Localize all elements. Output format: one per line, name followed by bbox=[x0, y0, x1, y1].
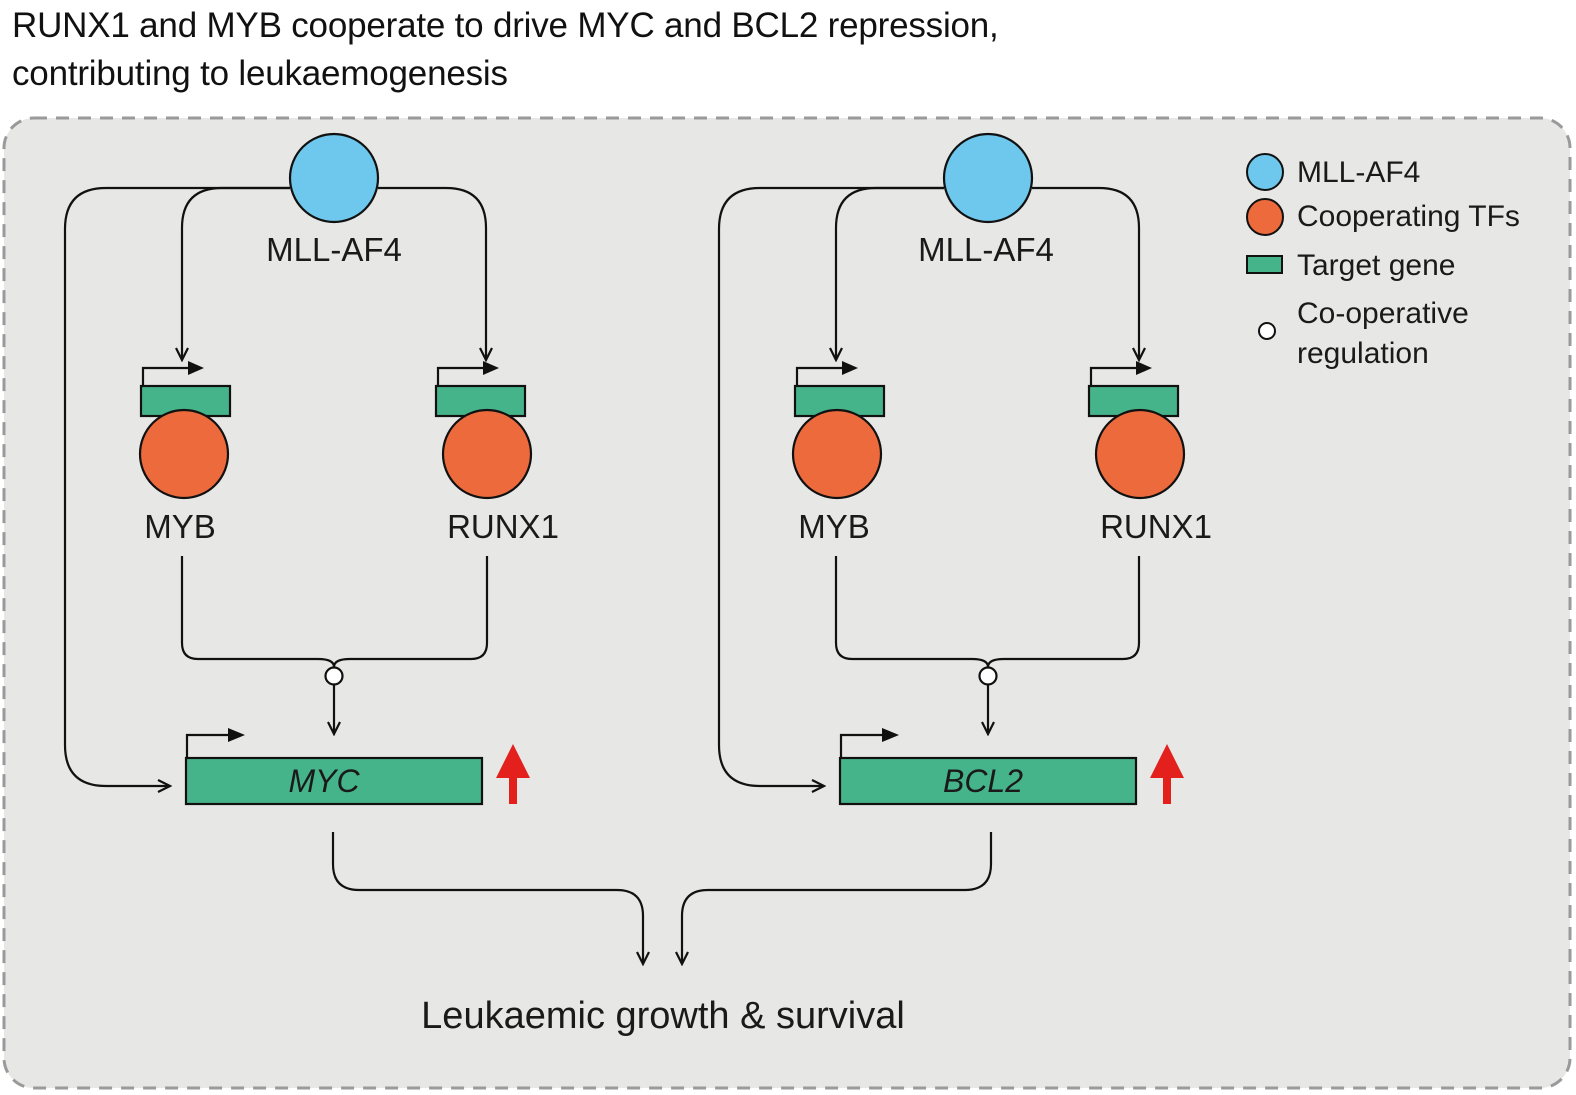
myb-node bbox=[138, 408, 230, 500]
legend-target-gene-label: Target gene bbox=[1297, 249, 1455, 282]
bcl2-upregulation-icon bbox=[1150, 744, 1184, 804]
legend-cooperating-tf-label: Cooperating TFs bbox=[1297, 200, 1520, 233]
legend-target-gene-swatch bbox=[1246, 255, 1283, 274]
outcome-label: Leukaemic growth & survival bbox=[421, 995, 905, 1037]
cooperative-regulation-node bbox=[324, 666, 344, 686]
bcl2-promoter-arrow bbox=[839, 733, 884, 758]
runx1-promoter-arrow bbox=[1089, 366, 1138, 386]
mll-af4-label: MLL-AF4 bbox=[266, 231, 402, 268]
myb-node bbox=[791, 408, 883, 500]
myb-promoter-arrow bbox=[795, 366, 844, 386]
mll-af4-node bbox=[288, 132, 380, 224]
runx1-coop-line bbox=[986, 556, 1141, 668]
title-line-2: contributing to leukaemogenesis bbox=[12, 54, 508, 93]
myc-to-outcome-arrow bbox=[331, 832, 643, 964]
myb-promoter-arrow bbox=[141, 366, 190, 386]
title-line-1: RUNX1 and MYB cooperate to drive MYC and… bbox=[12, 6, 999, 45]
diagram-panel bbox=[2, 116, 1572, 1090]
legend-cooperative-label-2: regulation bbox=[1297, 337, 1429, 370]
mll-af4-to-runx1-arrow bbox=[1032, 186, 1139, 360]
myc-label: MYC bbox=[288, 763, 360, 799]
myc-upregulation-icon bbox=[496, 744, 530, 804]
right-module: MLL-AF4 MYB RUNX1 BCL2 bbox=[682, 132, 1212, 964]
left-module: MLL-AF4 MYB RUNX1 MYC bbox=[63, 132, 643, 964]
figure-title: RUNX1 and MYB cooperate to drive MYC and… bbox=[12, 2, 999, 98]
legend-mll-af4-swatch bbox=[1246, 153, 1284, 191]
runx1-promoter-arrow bbox=[436, 366, 485, 386]
runx1-node bbox=[1094, 408, 1186, 500]
runx1-node bbox=[441, 408, 533, 500]
cooperative-regulation-node bbox=[978, 666, 998, 686]
myb-label: MYB bbox=[798, 508, 870, 545]
runx1-gene bbox=[1087, 384, 1180, 418]
mll-af4-node bbox=[942, 132, 1034, 224]
bcl2-gene bbox=[838, 756, 1138, 806]
bcl2-label: BCL2 bbox=[943, 763, 1023, 799]
legend-mll-af4-label: MLL-AF4 bbox=[1297, 156, 1420, 189]
mll-af4-to-myc-arrow bbox=[63, 186, 290, 786]
runx1-coop-line bbox=[332, 556, 489, 668]
legend-cooperating-tf-swatch bbox=[1246, 198, 1284, 236]
mll-af4-label: MLL-AF4 bbox=[918, 231, 1054, 268]
runx1-label: RUNX1 bbox=[1100, 508, 1212, 545]
myb-coop-line bbox=[834, 556, 990, 668]
myc-promoter-arrow bbox=[185, 733, 230, 758]
myb-coop-line bbox=[180, 556, 336, 668]
mll-af4-to-runx1-arrow bbox=[378, 186, 486, 360]
bcl2-to-outcome-arrow bbox=[682, 832, 993, 964]
mll-af4-to-bcl2-arrow bbox=[717, 186, 944, 786]
legend: MLL-AF4 Cooperating TFs Target gene Co-o… bbox=[1246, 153, 1520, 370]
myb-label: MYB bbox=[144, 508, 216, 545]
legend-cooperative-label-1: Co-operative bbox=[1297, 297, 1469, 330]
runx1-label: RUNX1 bbox=[447, 508, 559, 545]
legend-cooperative-swatch bbox=[1258, 322, 1276, 340]
myc-gene bbox=[184, 756, 484, 806]
